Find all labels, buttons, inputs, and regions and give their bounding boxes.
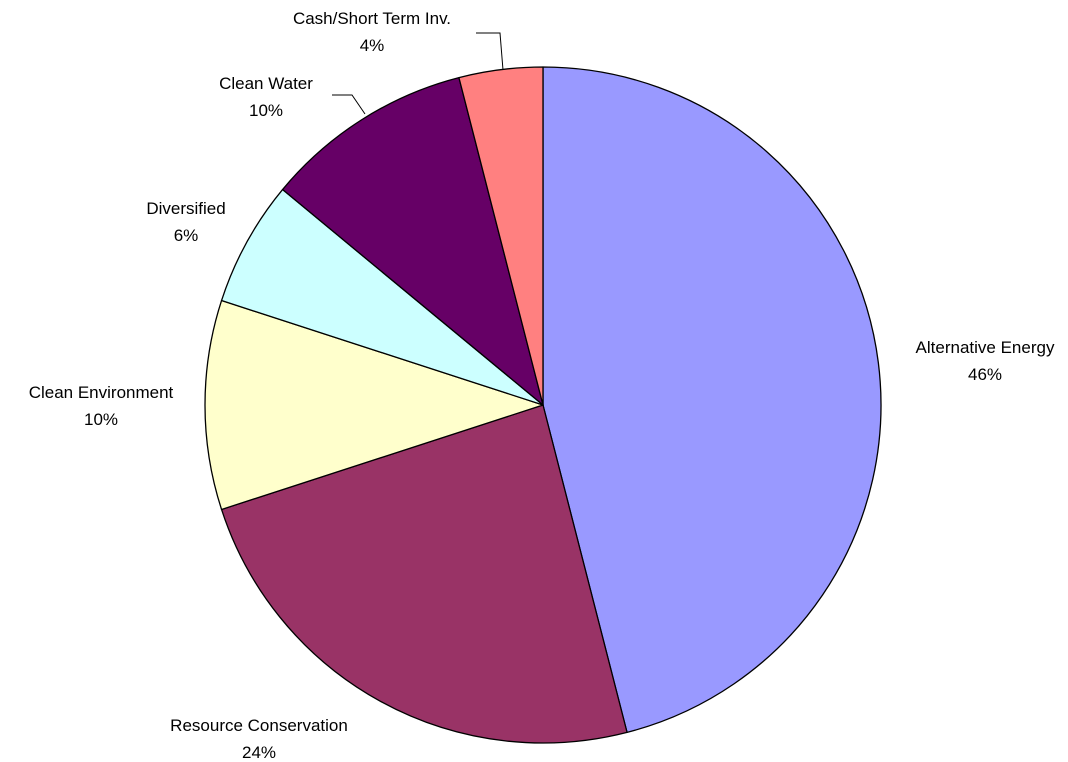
pie-slices bbox=[204, 66, 882, 744]
pie-slice-cash-short-term-inv bbox=[458, 66, 544, 406]
label-alternative-energy-name: Alternative Energy bbox=[916, 338, 1055, 357]
label-alternative-energy-percent: 46% bbox=[968, 365, 1002, 384]
label-resource-conservation-percent: 24% bbox=[242, 743, 276, 762]
label-cash-short-term-inv-percent: 4% bbox=[360, 36, 385, 55]
label-cash-short-term-inv-name: Cash/Short Term Inv. bbox=[293, 9, 451, 28]
pie-slice-clean-environment bbox=[204, 299, 544, 511]
label-clean-water-percent: 10% bbox=[249, 101, 283, 120]
label-diversified-name: Diversified bbox=[146, 199, 225, 218]
pie-slice-resource-conservation bbox=[220, 404, 628, 744]
pie-slice-clean-water bbox=[281, 76, 544, 406]
leader-cash-short-term-inv bbox=[476, 32, 504, 71]
label-clean-environment-percent: 10% bbox=[84, 410, 118, 429]
label-clean-environment-name: Clean Environment bbox=[29, 383, 174, 402]
pie-slice-diversified bbox=[220, 188, 544, 406]
label-leader-lines bbox=[332, 32, 504, 115]
pie-slice-alternative-energy bbox=[542, 66, 882, 734]
leader-clean-water bbox=[332, 94, 366, 115]
label-resource-conservation-name: Resource Conservation bbox=[170, 716, 348, 735]
label-clean-water-name: Clean Water bbox=[219, 74, 313, 93]
label-diversified-percent: 6% bbox=[174, 226, 199, 245]
